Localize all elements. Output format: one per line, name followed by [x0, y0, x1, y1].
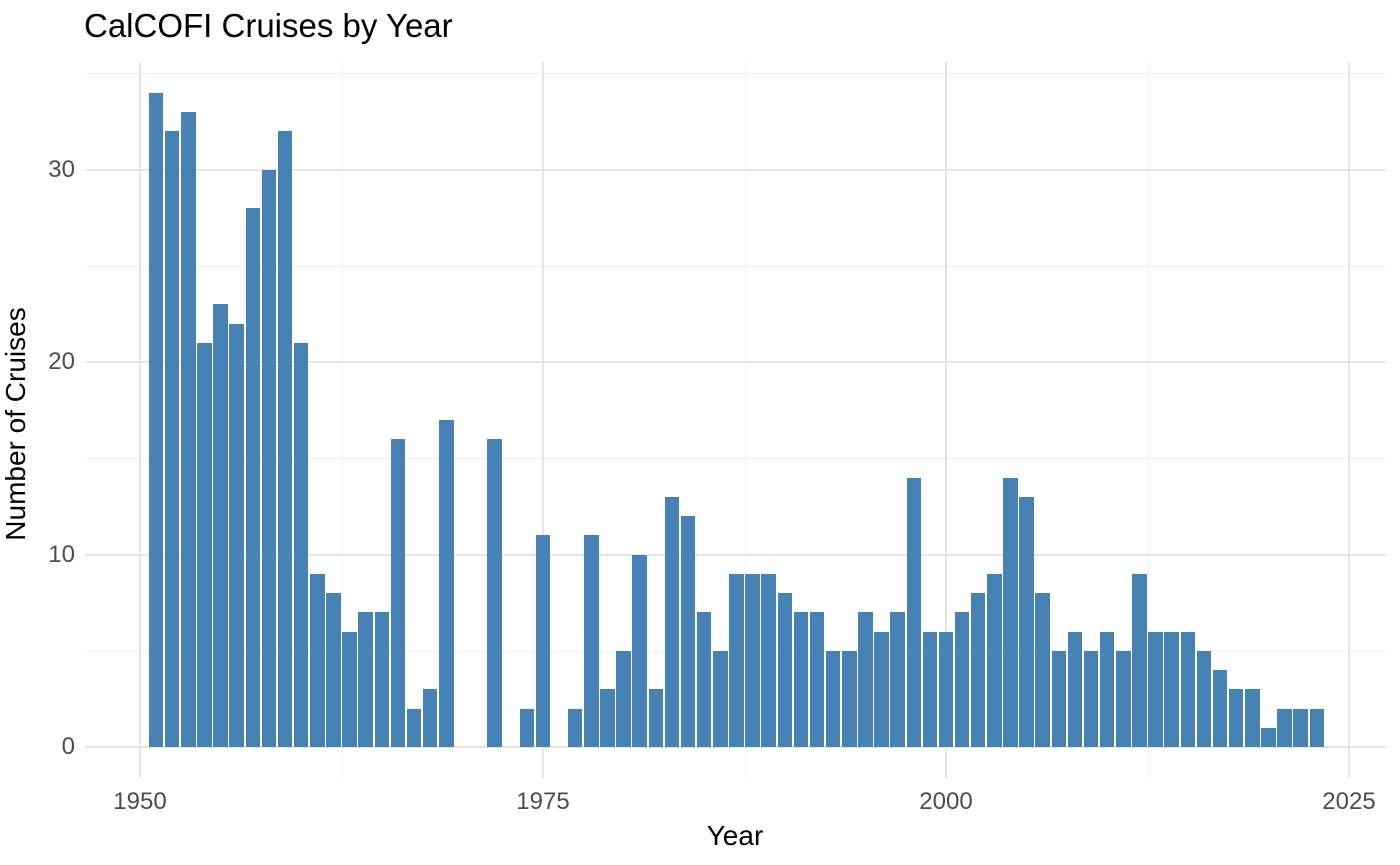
x-major-gridline	[542, 62, 544, 778]
bar-1989	[761, 573, 776, 747]
bar-1993	[825, 650, 841, 747]
x-tick-label: 2000	[919, 788, 973, 815]
bar-1997	[890, 612, 905, 747]
x-minor-gridline	[341, 62, 343, 778]
x-tick-label: 2025	[1322, 788, 1376, 815]
bar-1958	[261, 169, 277, 747]
bar-2010	[1099, 631, 1115, 747]
bar-1954	[197, 342, 212, 747]
bar-1975	[535, 535, 551, 747]
bar-1984	[680, 516, 696, 747]
bar-1978	[584, 535, 599, 747]
bar-1983	[664, 496, 680, 747]
x-axis-title: Year	[706, 820, 764, 851]
y-tick-label: 10	[48, 540, 75, 568]
y-tick-label: 0	[61, 733, 75, 760]
bar-1969	[439, 419, 454, 747]
bar-2005	[1019, 496, 1034, 747]
y-major-gridline	[85, 361, 1386, 363]
bar-1980	[616, 650, 631, 747]
chart-title: CalCOFI Cruises by Year	[84, 7, 453, 44]
bar-2022	[1293, 708, 1308, 747]
x-major-gridline	[139, 62, 141, 778]
bar-2003	[987, 573, 1002, 747]
bar-1999	[922, 631, 938, 747]
bar-1985	[696, 612, 712, 747]
bar-1951	[148, 92, 164, 747]
bar-2007	[1051, 650, 1067, 747]
bar-1991	[793, 612, 809, 747]
y-major-gridline	[85, 746, 1386, 748]
y-tick-label: 20	[48, 348, 75, 375]
bar-2013	[1148, 631, 1163, 747]
bar-1964	[358, 612, 373, 747]
bar-1959	[277, 131, 293, 747]
bar-1952	[164, 131, 180, 747]
bar-2006	[1035, 593, 1050, 747]
bar-1953	[181, 111, 196, 747]
y-minor-gridline	[85, 265, 1386, 267]
bar-1979	[600, 689, 615, 747]
bar-1992	[809, 612, 825, 747]
bar-1965	[374, 612, 390, 747]
x-major-gridline	[945, 62, 947, 778]
bar-1956	[229, 323, 244, 747]
x-minor-gridline	[1147, 62, 1149, 778]
bar-1967	[406, 708, 422, 747]
bar-1963	[342, 631, 357, 747]
bar-1988	[745, 573, 760, 747]
bar-1974	[519, 708, 535, 747]
bar-2020	[1261, 727, 1276, 747]
bar-2015	[1180, 631, 1196, 747]
y-axis-title: Number of Cruises	[0, 307, 31, 541]
plot-panel	[85, 62, 1386, 778]
bar-2023	[1309, 708, 1324, 747]
bar-1998	[906, 477, 921, 747]
bar-1960	[293, 342, 309, 747]
x-minor-gridline	[744, 62, 746, 778]
bar-1986	[713, 650, 728, 747]
bar-2018	[1228, 689, 1244, 747]
bar-1995	[858, 612, 873, 747]
bar-2009	[1083, 650, 1099, 747]
bar-1982	[648, 689, 664, 747]
y-minor-gridline	[85, 458, 1386, 460]
x-major-gridline	[1348, 62, 1350, 778]
y-major-gridline	[85, 168, 1386, 171]
bar-1994	[842, 650, 857, 747]
bar-2002	[970, 593, 986, 747]
bar-2017	[1212, 670, 1228, 747]
bar-2014	[1164, 631, 1179, 747]
x-tick-label: 1950	[113, 788, 167, 815]
y-minor-gridline	[85, 73, 1386, 75]
bar-1966	[390, 439, 406, 747]
bar-1996	[874, 631, 889, 747]
bar-2011	[1116, 650, 1131, 747]
bar-1977	[567, 708, 583, 747]
bar-2012	[1132, 573, 1147, 747]
y-tick-label: 30	[48, 155, 75, 183]
bar-1957	[245, 208, 261, 747]
bar-2021	[1277, 708, 1292, 747]
bar-2000	[938, 631, 954, 747]
bar-1961	[310, 573, 325, 747]
bar-1968	[422, 689, 438, 747]
bar-2016	[1196, 650, 1212, 747]
bar-1990	[777, 593, 793, 747]
y-major-gridline	[85, 553, 1386, 556]
bar-2004	[1003, 477, 1018, 747]
bar-2001	[954, 612, 970, 747]
bar-1981	[632, 554, 647, 747]
bar-1955	[213, 304, 228, 747]
bar-2019	[1245, 689, 1260, 747]
bar-2008	[1067, 631, 1083, 747]
bar-1987	[729, 573, 744, 747]
bar-1962	[326, 593, 341, 747]
x-tick-label: 1975	[516, 788, 570, 815]
bar-1972	[487, 439, 502, 747]
